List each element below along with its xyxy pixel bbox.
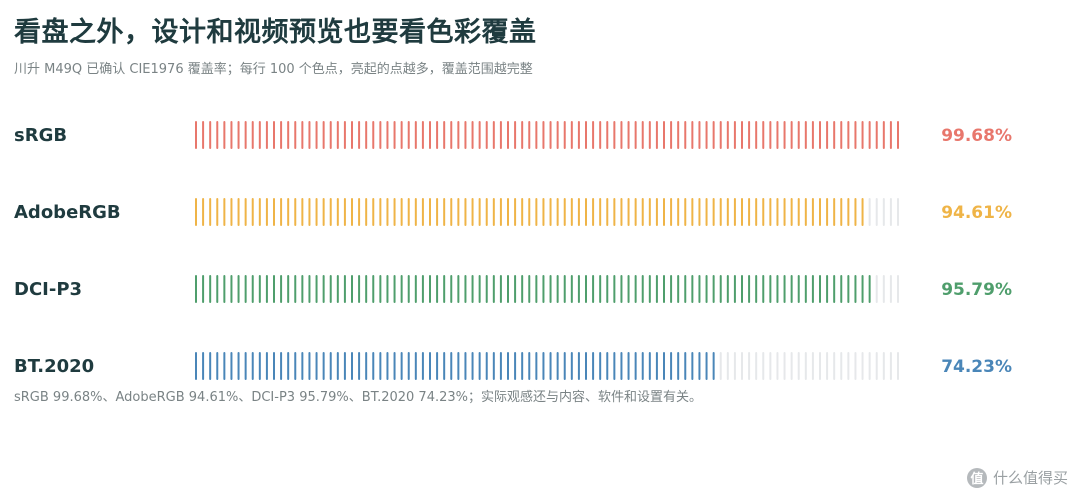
footnote: sRGB 99.68%、AdobeRGB 94.61%、DCI-P3 95.79… <box>14 390 703 405</box>
row-value-label: 99.68% <box>941 126 1012 146</box>
row-value-label: 74.23% <box>941 357 1012 377</box>
row-value-label: 95.79% <box>941 280 1012 300</box>
watermark-logo-icon: 值 <box>966 467 987 488</box>
coverage-row-adobergb: AdobeRGB 94.61% <box>14 198 1012 226</box>
row-label: AdobeRGB <box>14 202 121 223</box>
watermark-text: 什么值得买 <box>992 469 1068 487</box>
chart-subtitle: 川升 M49Q 已确认 CIE1976 覆盖率；每行 100 个色点，亮起的点越… <box>14 62 533 77</box>
coverage-row-bt-2020: BT.2020 74.23% <box>14 352 1012 380</box>
row-label: sRGB <box>14 125 67 146</box>
chart-title: 看盘之外，设计和视频预览也要看色彩覆盖 <box>14 17 537 48</box>
coverage-row-srgb: sRGB 99.68% <box>14 121 1012 149</box>
watermark: 值 什么值得买 <box>966 467 1068 488</box>
coverage-chart: sRGB 99.68% AdobeRGB 94.61% DCI-P3 95.79% BT.2… <box>14 121 1012 380</box>
row-label: DCI-P3 <box>14 279 82 300</box>
coverage-row-dci-p3: DCI-P3 95.79% <box>14 275 1012 303</box>
row-label: BT.2020 <box>14 356 94 377</box>
row-value-label: 94.61% <box>941 203 1012 223</box>
